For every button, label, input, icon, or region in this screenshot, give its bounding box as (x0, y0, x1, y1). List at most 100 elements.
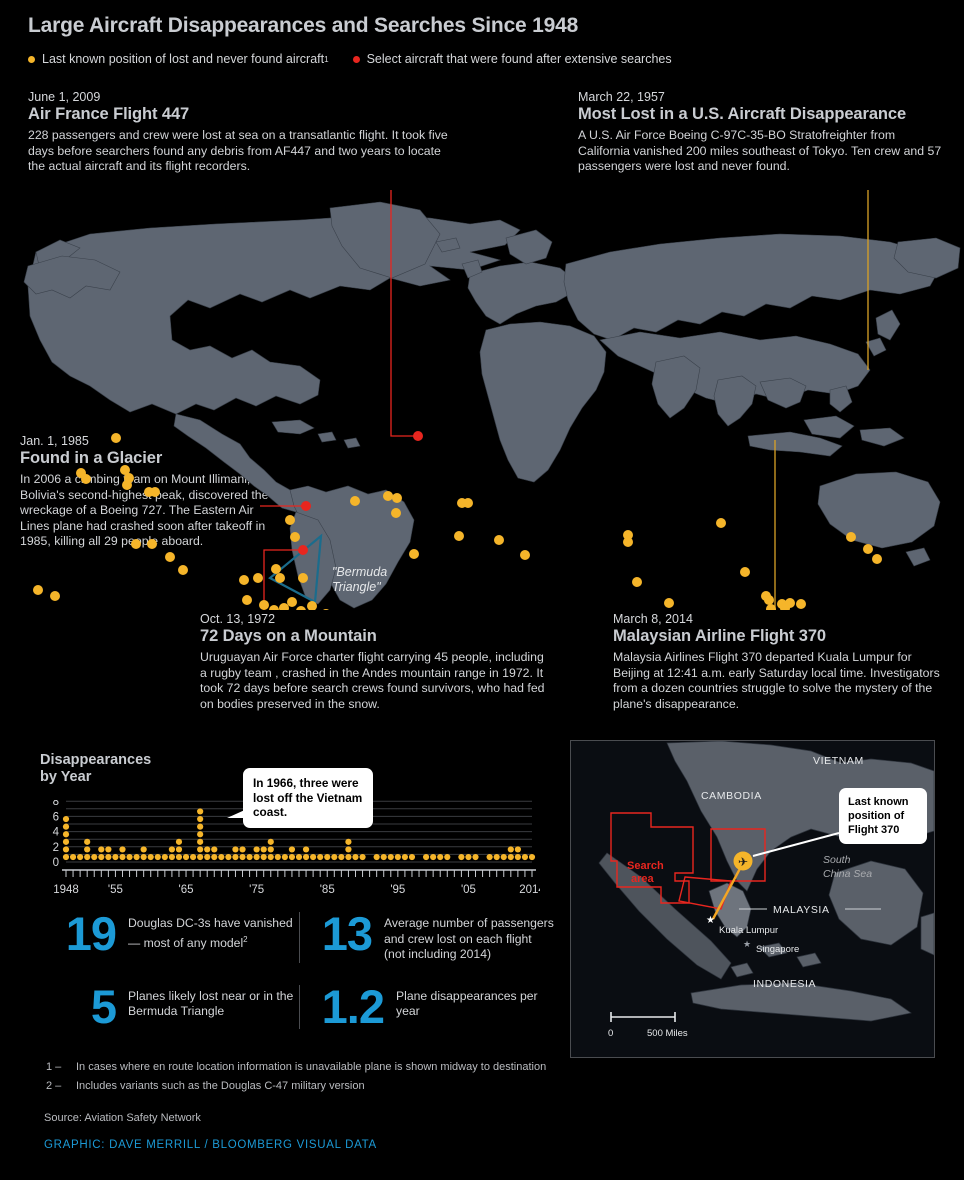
chart-dot (140, 846, 147, 853)
stat-number: 5 (90, 979, 117, 1033)
chart-dot (161, 853, 168, 861)
chart-dot (98, 853, 105, 861)
story-headline: Malaysian Airline Flight 370 (613, 627, 826, 645)
map-landmasses (23, 201, 961, 609)
chart-dot (112, 853, 119, 861)
chart-dot (260, 846, 267, 853)
chart-dot (98, 846, 105, 853)
footnotes: 1 – In cases where en route location inf… (46, 1058, 546, 1096)
story-body: Uruguayan Air Force charter flight carry… (200, 650, 545, 711)
story-headline: Found in a Glacier (20, 449, 163, 467)
chart-dot (458, 853, 465, 861)
bermuda-label-line2: Triangle" (332, 580, 381, 594)
label-singapore: Singapore (756, 944, 799, 955)
story-found-in-a-glacier: Jan. 1, 1985 Found in a Glacier In 2006 … (20, 434, 270, 550)
chart-dot (500, 853, 507, 861)
chart-dot (465, 853, 472, 861)
source-line: Source: Aviation Safety Network (44, 1112, 201, 1124)
y-tick-label: 8 (53, 800, 59, 808)
story-date: March 8, 2014 (613, 612, 693, 626)
chart-dot (302, 853, 310, 861)
stat-number: 1.2 (321, 979, 385, 1033)
chart-dot (197, 808, 204, 815)
scale-zero-label: 0 (608, 1028, 613, 1039)
stat-text: Plane disappearances per year (396, 988, 538, 1019)
chart-dot (394, 853, 401, 861)
chart-dot (197, 831, 204, 838)
flight-370-inset-map[interactable]: ✈ ★ ★ VIETNAM CAMBODIA MALAYSIA INDONESI… (570, 740, 935, 1058)
x-tick-label: '95 (390, 884, 405, 896)
legend-label-lost: Last known position of lost and never fo… (42, 52, 325, 66)
stat-avg-passengers: 13 Average number of passengers and crew… (300, 907, 555, 963)
footnote-2: 2 – Includes variants such as the Dougla… (46, 1077, 546, 1096)
world-map[interactable]: "Bermuda Triangle" (0, 190, 964, 610)
chart-dot (444, 853, 451, 861)
chart-dot (140, 853, 147, 861)
label-indonesia: INDONESIA (753, 978, 816, 990)
y-tick-label: 0 (53, 857, 59, 869)
map-dots-found (298, 431, 423, 555)
scale-bar: 0 500 Miles (608, 1012, 688, 1039)
label-cambodia: CAMBODIA (701, 790, 762, 802)
leader-line-andes (263, 549, 303, 610)
chart-dot (267, 853, 274, 861)
chart-title: Disappearances by Year (40, 752, 540, 786)
inset-callout-leader (752, 832, 840, 857)
chart-dot (338, 853, 345, 861)
legend-footnote-marker-1: 1 (324, 54, 329, 64)
y-tick-label: 4 (53, 827, 60, 839)
chart-dot (211, 846, 218, 853)
chart-dot (260, 853, 267, 861)
chart-dot (232, 846, 239, 853)
chart-callout-bubble: In 1966, three were lost off the Vietnam… (227, 768, 373, 828)
legend-item-found: Select aircraft that were found after ex… (352, 52, 672, 66)
chart-dot (62, 815, 70, 823)
chart-dot (119, 846, 126, 853)
chart-dot (126, 853, 133, 861)
chart-dot (253, 846, 260, 853)
chart-dot (62, 846, 70, 853)
story-headline: 72 Days on a Mountain (200, 627, 377, 645)
chart-y-axis-labels: 0 2 4 6 8 (53, 800, 60, 869)
chart-dot (189, 853, 197, 861)
chart-dot (182, 853, 190, 861)
legend: Last known position of lost and never fo… (28, 52, 672, 66)
chart-dot (521, 853, 529, 861)
chart-dot (246, 853, 253, 861)
chart-dot (239, 846, 246, 853)
credit-line[interactable]: GRAPHIC: DAVE MERRILL / BLOOMBERG VISUAL… (44, 1139, 377, 1151)
chart-dot (310, 853, 317, 861)
chart-dot (507, 853, 514, 861)
chart-dot (295, 853, 303, 861)
story-headline: Most Lost in a U.S. Aircraft Disappearan… (578, 105, 907, 123)
story-72-days-on-a-mountain: Oct. 13, 1972 72 Days on a Mountain Urug… (200, 612, 550, 712)
chart-dot (225, 853, 232, 861)
y-tick-label: 6 (53, 811, 59, 823)
label-search-area-line2: area (631, 873, 655, 885)
legend-label-found: Select aircraft that were found after ex… (366, 52, 672, 66)
stat-dc3-count: 19 Douglas DC-3s have vanished — most of… (44, 910, 299, 963)
story-headline: Air France Flight 447 (28, 105, 190, 123)
stat-number: 13 (321, 907, 373, 960)
story-date: Oct. 13, 1972 (200, 612, 276, 626)
chart-dot (175, 853, 183, 861)
label-vietnam: VIETNAM (813, 755, 864, 767)
story-body: 228 passengers and crew were lost at sea… (28, 128, 448, 173)
story-date: Jan. 1, 1985 (20, 434, 89, 448)
chart-dot (493, 853, 500, 861)
flight-path-line (711, 862, 745, 920)
chart-dot (408, 853, 416, 861)
bermuda-triangle-outline (268, 533, 323, 604)
chart-dot (359, 853, 366, 861)
chart-dot (175, 838, 183, 845)
disappearances-by-year-chart[interactable]: Disappearances by Year 0 2 4 6 8 1948 '55 '65 '… (40, 752, 540, 902)
chart-dot (84, 846, 91, 853)
stat-label: Douglas DC-3s have vanished — most of an… (128, 916, 293, 950)
chart-dot (239, 853, 246, 861)
airplane-icon: ✈ (738, 855, 748, 869)
chart-dot (84, 838, 91, 845)
search-area-outline-corridor (678, 876, 732, 910)
footnote-text: Includes variants such as the Douglas C-… (76, 1080, 365, 1092)
chart-dot (267, 838, 274, 845)
chart-dot (119, 853, 126, 861)
